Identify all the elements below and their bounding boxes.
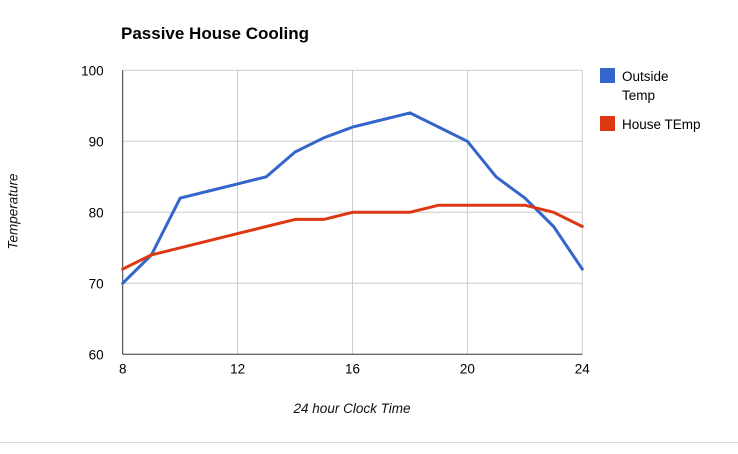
legend-label: House TEmp: [622, 117, 701, 132]
chart-title: Passive House Cooling: [121, 24, 309, 43]
y-tick-label: 80: [89, 205, 104, 220]
bottom-divider: [0, 442, 738, 443]
x-tick-label: 12: [230, 361, 245, 376]
x-axis-title: 24 hour Clock Time: [293, 401, 411, 416]
x-tick-label: 20: [460, 361, 475, 376]
y-tick-label: 60: [89, 347, 104, 362]
y-axis-title: Temperature: [5, 173, 21, 250]
x-tick-label: 8: [119, 361, 127, 376]
legend-swatch-icon: [600, 68, 615, 83]
y-tick-label: 90: [89, 134, 104, 149]
legend-label: Outside Temp: [622, 69, 669, 103]
y-tick-label: 100: [81, 63, 104, 78]
legend-item: Outside Temp: [600, 67, 710, 105]
x-tick-label: 24: [575, 361, 591, 376]
legend-swatch-icon: [600, 116, 615, 131]
series-line-1: [121, 203, 584, 271]
chart-legend: Outside Temp House TEmp: [600, 67, 710, 144]
y-tick-label: 70: [89, 276, 104, 291]
legend-item: House TEmp: [600, 115, 710, 134]
series-line-0: [121, 111, 584, 285]
x-tick-label: 16: [345, 361, 360, 376]
